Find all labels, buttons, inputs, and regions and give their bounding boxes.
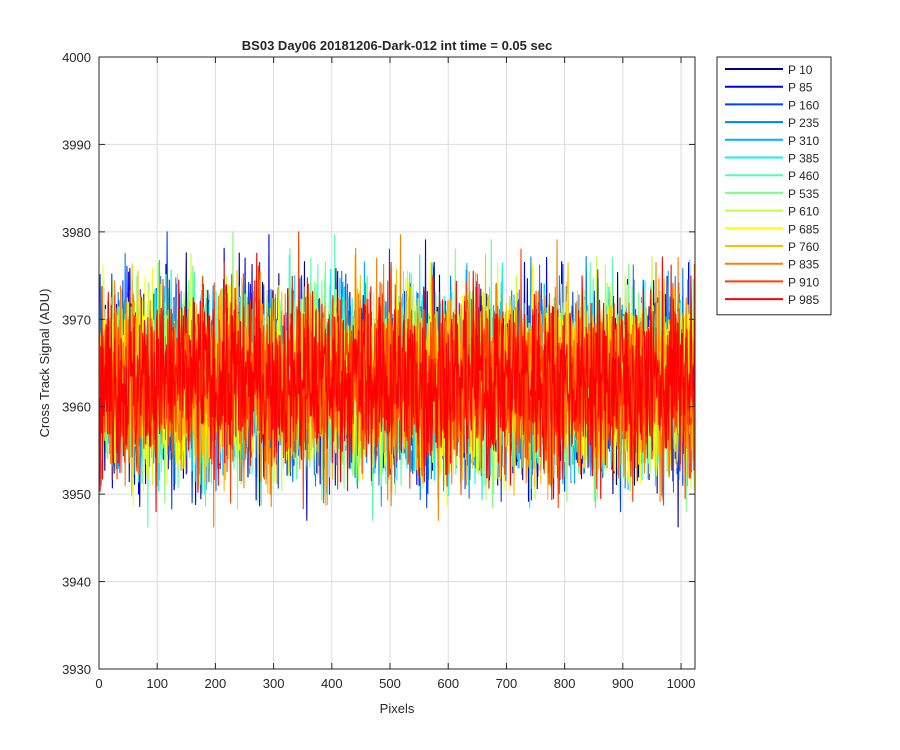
y-tick-label: 3930 [62,662,91,677]
ticks: 0 100 200 300 400 500 600 700 800 900 1000 3930 3940… [62,50,695,691]
legend-label: P 760 [788,240,819,254]
x-tick-label: 0 [95,676,102,691]
x-tick-label: 500 [379,676,401,691]
legend-label: P 910 [788,275,819,289]
y-tick-label: 3940 [62,575,91,590]
legend-label: P 535 [788,187,819,201]
y-tick-label: 3950 [62,487,91,502]
series-layer [98,231,695,528]
chart-title: BS03 Day06 20181206-Dark-012 int time = … [242,38,552,53]
y-tick-label: 3970 [62,312,91,327]
y-tick-label: 3980 [62,225,91,240]
x-tick-label: 300 [263,676,285,691]
legend-label: P 85 [788,81,813,95]
x-tick-label: 100 [146,676,168,691]
y-axis-label: Cross Track Signal (ADU) [37,289,52,438]
x-tick-label: 700 [496,676,518,691]
x-axis-label: Pixels [380,701,415,716]
series-line-p985 [98,252,695,513]
y-tick-label: 4000 [62,50,91,65]
x-tick-label: 900 [612,676,634,691]
legend-label: P 685 [788,222,819,236]
y-tick-label: 3990 [62,137,91,152]
legend-label: P 385 [788,152,819,166]
legend-label: P 310 [788,134,819,148]
legend-label: P 235 [788,116,819,130]
x-tick-label: 400 [321,676,343,691]
legend-label: P 10 [788,63,813,77]
x-tick-label: 1000 [667,676,696,691]
legend-label: P 985 [788,293,819,307]
x-tick-label: 800 [554,676,576,691]
legend-box [716,56,832,316]
plot-frame [98,56,696,670]
legend-label: P 160 [788,98,819,112]
y-tick-label: 3960 [62,400,91,415]
legend: P 10 P 85 P 160 P 235 P 310 P 385 P 460 P 535 P … [716,56,832,316]
x-tick-label: 200 [205,676,227,691]
x-tick-label: 600 [437,676,459,691]
legend-label: P 460 [788,169,819,183]
legend-label: P 610 [788,205,819,219]
legend-label: P 835 [788,258,819,272]
